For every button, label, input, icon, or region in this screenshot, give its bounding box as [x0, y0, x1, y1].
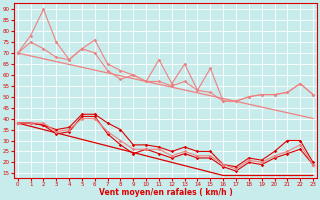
- X-axis label: Vent moyen/en rafales ( km/h ): Vent moyen/en rafales ( km/h ): [99, 188, 232, 197]
